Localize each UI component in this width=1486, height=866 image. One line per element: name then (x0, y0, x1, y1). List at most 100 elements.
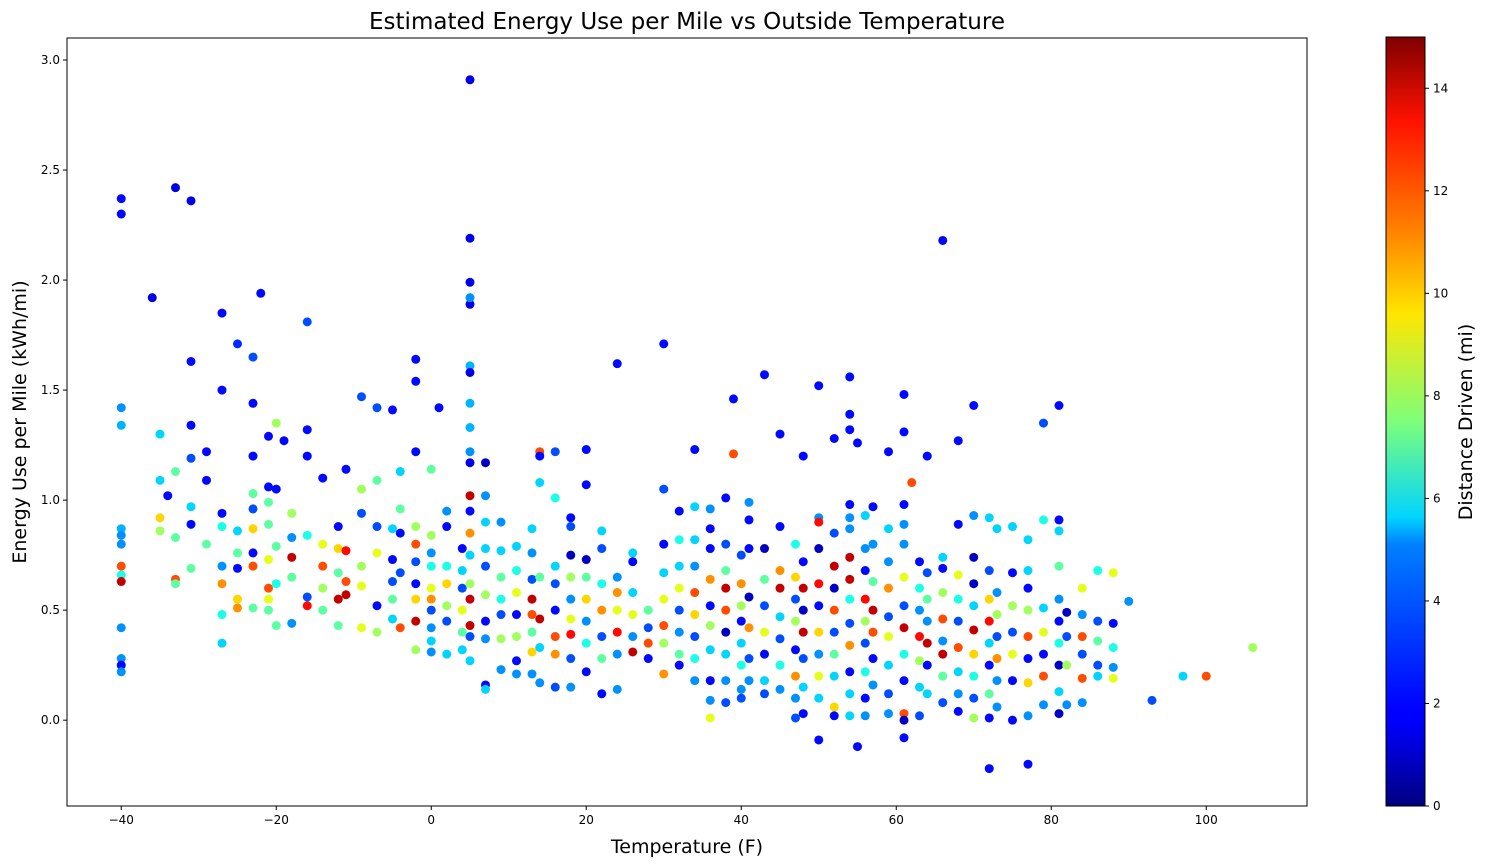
data-point (465, 579, 475, 589)
data-point (899, 715, 909, 725)
data-point (992, 654, 1002, 664)
data-point (969, 649, 979, 659)
data-point (372, 403, 382, 413)
x-tick-label: 100 (1195, 813, 1218, 827)
data-point (597, 689, 607, 699)
points-layer (116, 75, 1258, 774)
data-point (659, 484, 669, 494)
data-point (1108, 568, 1118, 578)
data-point (597, 526, 607, 536)
data-point (736, 693, 746, 703)
colorbar-tick-label: 0 (1433, 799, 1441, 813)
data-point (899, 519, 909, 529)
data-point (202, 539, 211, 549)
data-point (581, 555, 591, 565)
data-point (426, 623, 436, 633)
data-point (969, 693, 979, 703)
data-point (1054, 515, 1064, 525)
data-point (1023, 759, 1033, 769)
data-point (442, 601, 452, 611)
data-point (969, 671, 979, 681)
data-point (791, 671, 800, 681)
data-point (860, 638, 870, 648)
data-point (884, 557, 893, 567)
data-point (845, 425, 855, 435)
plot-frame (66, 37, 1308, 807)
data-point (984, 764, 994, 774)
data-point (729, 394, 738, 404)
data-point (264, 594, 273, 604)
data-point (465, 398, 475, 408)
data-point (690, 561, 700, 571)
data-point (628, 632, 638, 642)
data-point (163, 491, 173, 501)
data-point (884, 612, 893, 622)
data-point (1054, 660, 1064, 670)
data-point (426, 548, 436, 558)
data-point (457, 566, 467, 576)
data-point (915, 557, 924, 567)
data-point (411, 376, 421, 386)
data-point (1023, 632, 1033, 642)
data-point (744, 544, 754, 554)
data-point (496, 610, 506, 620)
data-point (791, 594, 800, 604)
data-point (705, 544, 715, 554)
data-point (690, 654, 700, 664)
data-point (357, 581, 366, 591)
data-point (736, 616, 746, 626)
data-point (659, 539, 669, 549)
data-point (566, 522, 576, 532)
data-point (116, 667, 126, 677)
data-point (434, 403, 444, 413)
data-point (217, 579, 227, 589)
data-point (264, 519, 273, 529)
data-point (798, 654, 808, 664)
data-point (248, 352, 258, 362)
data-point (992, 610, 1002, 620)
data-point (659, 638, 669, 648)
data-point (202, 447, 211, 457)
data-point (690, 632, 700, 642)
data-point (798, 451, 808, 461)
data-point (853, 742, 862, 752)
data-point (1039, 649, 1048, 659)
data-point (922, 638, 932, 648)
data-point (721, 583, 731, 593)
data-point (721, 627, 731, 637)
data-point (984, 713, 994, 723)
data-point (628, 548, 638, 558)
data-point (597, 654, 607, 664)
data-point (744, 623, 754, 633)
data-point (527, 524, 537, 534)
data-point (845, 500, 855, 510)
data-point (566, 572, 576, 582)
data-point (992, 524, 1002, 534)
data-point (705, 695, 715, 705)
data-point (411, 594, 421, 604)
data-point (798, 709, 808, 719)
data-point (1023, 711, 1033, 721)
data-point (775, 660, 785, 670)
data-point (465, 656, 475, 666)
data-point (915, 682, 924, 692)
data-point (690, 610, 700, 620)
colorbar-tick-label: 4 (1433, 594, 1441, 608)
data-point (798, 605, 808, 615)
data-point (953, 706, 963, 716)
data-point (860, 667, 870, 677)
data-point (442, 649, 452, 659)
data-point (884, 632, 893, 642)
data-point (953, 519, 963, 529)
data-point (512, 669, 521, 679)
data-point (1023, 678, 1033, 688)
data-point (1054, 687, 1064, 697)
data-point (287, 618, 297, 628)
data-point (674, 583, 684, 593)
data-point (481, 544, 490, 554)
data-point (357, 561, 366, 571)
data-point (612, 684, 622, 694)
data-point (527, 627, 537, 637)
data-point (264, 497, 273, 507)
data-point (791, 539, 800, 549)
